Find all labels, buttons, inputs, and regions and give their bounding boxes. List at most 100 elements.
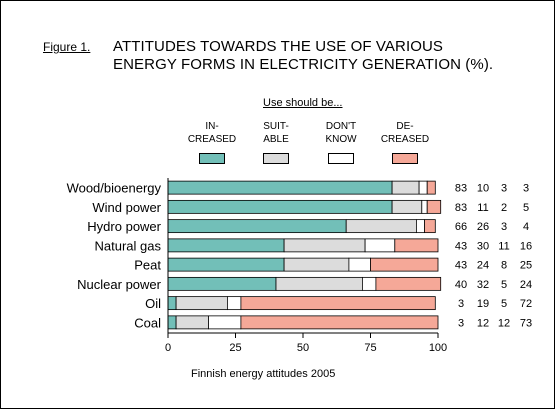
data-label: 24 [520,279,532,291]
x-tick-label: 75 [364,342,376,354]
data-label: 11 [498,240,509,252]
bar-segment [167,276,277,291]
legend-label-decreased: DE- CREASED [375,120,435,146]
bar-segment [415,219,425,234]
bar-segment [421,199,428,214]
data-label: 3 [501,183,507,195]
data-label: 2 [501,202,507,214]
x-tick-label: 0 [165,342,171,354]
legend-label-dontknow-line1: DON'T [325,121,357,132]
bar-segment [391,180,420,195]
data-label: 4 [523,221,529,233]
bar-segment [424,219,436,234]
legend-label-suitable-line2: ABLE [263,134,289,145]
data-label: 10 [477,183,489,195]
legend-label-suitable-line1: SUIT- [263,121,289,132]
data-label: 5 [501,279,507,291]
data-label: 8 [501,260,507,272]
legend-label-decreased-line2: CREASED [380,134,430,145]
legend-label-decreased-line1: DE- [396,121,414,132]
bar-segment [361,276,377,291]
bar-segment [348,257,371,272]
data-label: 43 [455,240,467,252]
bar-segment [167,180,393,195]
data-label: 24 [477,260,489,272]
bar-segment [167,257,285,272]
legend-label-increased: IN- CREASED [182,120,242,146]
bar-segment [283,257,350,272]
data-label: 16 [520,240,532,252]
category-label: Hydro power [87,219,161,234]
legend-label-dontknow: DON'T KNOW [311,120,371,146]
data-label: 26 [477,221,489,233]
bar-segment [370,257,439,272]
data-label: 11 [477,202,488,214]
x-tick-label: 100 [429,342,447,354]
title-line-2: ENERGY FORMS IN ELECTRICITY GENERATION (… [113,56,494,73]
bar-segment [375,276,442,291]
figure-label: Figure 1. [43,40,91,54]
data-label: 5 [523,202,529,214]
title-line-1: ATTITUDES TOWARDS THE USE OF VARIOUS [113,38,444,55]
bar-segment [391,199,423,214]
bar-segment [275,276,363,291]
legend-heading: Use should be... [263,97,343,109]
data-label: 3 [501,221,507,233]
bar-segment [167,296,177,311]
bar-segment [167,219,347,234]
legend-label-suitable: SUIT- ABLE [246,120,306,146]
category-label: Wood/bioenergy [67,181,162,196]
bar-segment [167,315,177,330]
data-label: 72 [520,298,532,310]
data-label: 43 [455,260,467,272]
legend-label-dontknow-line2: KNOW [325,134,357,145]
bar-segment [418,180,428,195]
data-label: 40 [455,279,467,291]
bar-segment [167,238,285,253]
data-label: 3 [458,317,464,329]
bar-segment [226,296,242,311]
bar-segment [240,296,436,311]
category-label: Peat [134,258,161,273]
data-label: 66 [455,221,467,233]
data-label: 5 [501,298,507,310]
category-label: Natural gas [95,238,162,253]
legend-label-increased-line1: IN- [205,121,219,132]
category-label: Oil [145,296,161,311]
bar-segment [345,219,417,234]
legend-swatch-suitable [263,153,289,164]
x-tick-label: 25 [229,342,241,354]
data-label: 30 [477,240,489,252]
data-label: 73 [520,317,532,329]
bar-segment [167,199,393,214]
data-label: 32 [477,279,489,291]
data-label: 83 [455,183,467,195]
legend-label-increased-line2: CREASED [187,134,237,145]
data-label: 12 [477,317,489,329]
legend-swatch-decreased [392,153,418,164]
x-tick-label: 50 [297,342,309,354]
bar-segment [394,238,439,253]
bar-segment [175,315,209,330]
data-label: 83 [455,202,467,214]
figure-title: ATTITUDES TOWARDS THE USE OF VARIOUS ENE… [113,38,493,74]
bar-segment [426,180,436,195]
category-label: Wind power [92,200,161,215]
chart-caption: Finnish energy attitudes 2005 [191,368,336,380]
data-label: 3 [523,183,529,195]
legend-swatch-increased [199,153,225,164]
category-label: Nuclear power [77,277,161,292]
bar-segment [175,296,228,311]
bar-segment [283,238,366,253]
bar-segment [364,238,396,253]
legend-swatch-dontknow [328,153,354,164]
bar-segment [208,315,242,330]
category-label: Coal [134,315,161,330]
bar-segment [240,315,439,330]
data-label: 3 [458,298,464,310]
data-label: 12 [498,317,510,329]
data-label: 25 [520,260,532,272]
bar-segment [426,199,442,214]
